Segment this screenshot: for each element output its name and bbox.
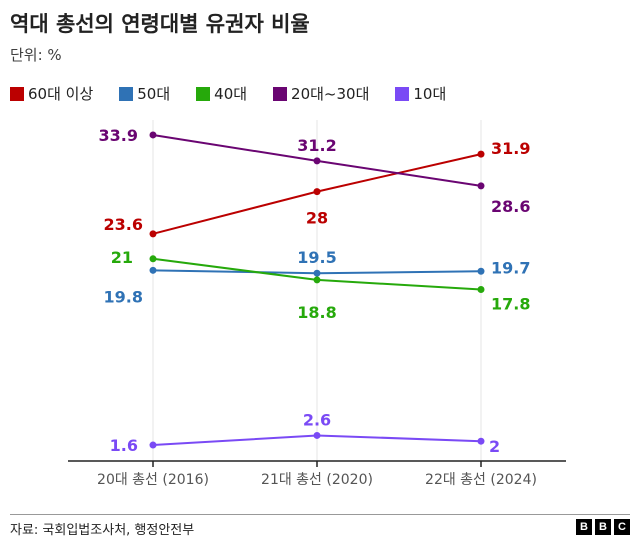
data-label: 1.6	[110, 436, 138, 455]
data-label: 19.5	[297, 248, 336, 267]
x-tick-label: 21대 총선 (2020)	[261, 472, 373, 488]
legend-item: 50대	[119, 83, 170, 104]
legend-item: 10대	[395, 83, 446, 104]
legend-label: 10대	[413, 85, 447, 103]
data-label: 31.9	[491, 139, 530, 158]
data-label: 18.8	[297, 303, 336, 322]
chart-title: 역대 총선의 연령대별 유권자 비율	[10, 12, 310, 36]
data-label: 31.2	[297, 136, 336, 155]
data-point	[477, 267, 485, 275]
legend-item: 40대	[196, 83, 247, 104]
legend-label: 20대~30대	[291, 85, 370, 103]
data-point	[313, 431, 321, 439]
legend-swatch	[10, 86, 24, 101]
legend-swatch	[273, 86, 288, 101]
data-point	[149, 266, 157, 274]
data-point	[477, 182, 485, 190]
data-point	[149, 230, 157, 238]
footer-divider	[10, 514, 630, 515]
chart-subtitle: 단위: %	[10, 46, 62, 64]
data-point	[313, 157, 321, 165]
data-point	[149, 255, 157, 263]
data-point	[149, 441, 157, 449]
data-label: 17.8	[491, 295, 530, 314]
data-label: 19.7	[491, 258, 530, 277]
data-point	[149, 131, 157, 139]
x-tick-label: 22대 총선 (2024)	[425, 472, 537, 488]
legend-swatch	[395, 86, 410, 101]
data-label: 19.8	[104, 287, 143, 306]
legend-item: 60대 이상	[10, 83, 93, 104]
data-label: 2.6	[303, 410, 331, 429]
legend-label: 50대	[137, 85, 171, 103]
data-point	[477, 150, 485, 158]
data-point	[477, 286, 485, 294]
legend-swatch	[196, 86, 211, 101]
legend-label: 60대 이상	[28, 85, 94, 103]
legend: 60대 이상 50대 40대 20대~30대 10대	[10, 83, 472, 104]
data-label: 28	[306, 209, 328, 228]
data-point	[313, 276, 321, 284]
legend-label: 40대	[214, 85, 248, 103]
data-point	[477, 437, 485, 445]
x-tick-label: 20대 총선 (2016)	[97, 472, 209, 488]
data-point	[313, 269, 321, 277]
data-label: 28.6	[491, 197, 530, 216]
data-label: 2	[489, 437, 500, 456]
legend-item: 20대~30대	[273, 83, 369, 104]
legend-swatch	[119, 86, 134, 101]
data-label: 23.6	[104, 215, 143, 234]
data-label: 33.9	[99, 126, 138, 145]
data-point	[313, 188, 321, 196]
line-chart: 20대 총선 (2016) 21대 총선 (2020) 22대 총선 (2024) 2…	[68, 120, 566, 488]
source-note: 자료: 국회입법조사처, 행정안전부	[10, 523, 195, 538]
data-label: 21	[111, 248, 133, 267]
